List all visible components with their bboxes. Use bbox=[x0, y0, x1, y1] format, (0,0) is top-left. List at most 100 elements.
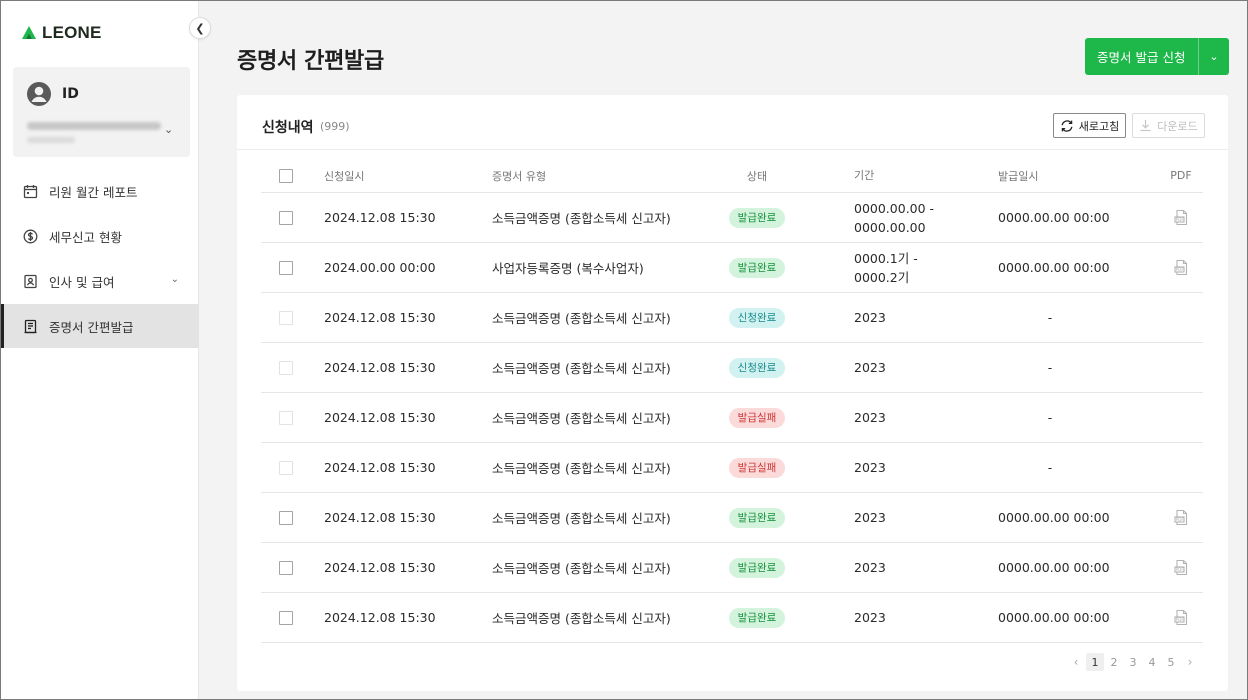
pdf-download-icon[interactable]: PDF bbox=[1173, 509, 1190, 526]
row-checkbox[interactable] bbox=[279, 560, 293, 575]
issued-date: - bbox=[1047, 460, 1053, 475]
download-icon bbox=[1140, 120, 1151, 132]
table-row[interactable]: 2024.12.08 15:30 소득금액증명 (종합소득세 신고자) 발급완료 20… bbox=[261, 593, 1203, 643]
table-row[interactable]: 2024.12.08 15:30 소득금액증명 (종합소득세 신고자) 신청완료 20… bbox=[261, 343, 1203, 393]
svg-text:PDF: PDF bbox=[1175, 267, 1184, 272]
period-cell: 2023 bbox=[854, 293, 886, 342]
row-checkbox[interactable] bbox=[279, 510, 293, 525]
sidebar-item-hr-payroll[interactable]: 인사 및 급여 ⌄ bbox=[1, 259, 199, 303]
period-text: 2023 bbox=[854, 560, 886, 575]
certificate-type: 사업자등록증명 (복수사업자) bbox=[492, 261, 644, 276]
brand-name: LEONE bbox=[42, 23, 102, 42]
refresh-icon bbox=[1061, 119, 1073, 132]
certificate-type: 소득금액증명 (종합소득세 신고자) bbox=[492, 311, 671, 326]
page-4[interactable]: 4 bbox=[1148, 655, 1156, 669]
status-badge: 신청완료 bbox=[728, 307, 786, 328]
pdf-download-icon[interactable]: PDF bbox=[1173, 559, 1190, 576]
chevron-down-icon[interactable]: ⌄ bbox=[1209, 50, 1219, 63]
sidebar-item-label: 증명서 간편발급 bbox=[49, 319, 134, 335]
page-3[interactable]: 3 bbox=[1129, 655, 1137, 669]
pagination: ‹ 1 2 3 4 5 › bbox=[1067, 653, 1199, 671]
page-2[interactable]: 2 bbox=[1110, 655, 1118, 669]
header-type: 증명서 유형 bbox=[492, 169, 547, 183]
user-info-redacted bbox=[27, 122, 161, 130]
sidebar-collapse-button[interactable]: ❮ bbox=[189, 17, 211, 39]
apply-certificate-button[interactable]: 증명서 발급 신청 ⌄ bbox=[1085, 38, 1229, 75]
page-5[interactable]: 5 bbox=[1167, 655, 1175, 669]
request-date: 2024.12.08 15:30 bbox=[324, 460, 436, 475]
period-text: 2023 bbox=[854, 360, 886, 375]
history-table: 신청일시 증명서 유형 상태 기간 발급일시 PDF 2024.12.08 15… bbox=[261, 159, 1203, 643]
user-avatar-icon bbox=[27, 82, 51, 106]
issued-date: 0000.00.00 00:00 bbox=[998, 510, 1110, 525]
period-start: 0000.1기 - bbox=[854, 250, 918, 266]
issued-date: 0000.00.00 00:00 bbox=[998, 260, 1110, 275]
table-row[interactable]: 2024.12.08 15:30 소득금액증명 (종합소득세 신고자) 발급실패 20… bbox=[261, 443, 1203, 493]
table-row[interactable]: 2024.12.08 15:30 소득금액증명 (종합소득세 신고자) 발급완료 00… bbox=[261, 193, 1203, 243]
period-cell: 2023 bbox=[854, 493, 886, 542]
period-cell: 2023 bbox=[854, 543, 886, 592]
issued-date: 0000.00.00 00:00 bbox=[998, 560, 1110, 575]
sidebar-item-certificate[interactable]: 증명서 간편발급 bbox=[1, 304, 199, 348]
table-body: 2024.12.08 15:30 소득금액증명 (종합소득세 신고자) 발급완료 00… bbox=[261, 193, 1203, 643]
leone-logo-icon bbox=[22, 26, 36, 39]
certificate-type: 소득금액증명 (종합소득세 신고자) bbox=[492, 411, 671, 426]
table-row[interactable]: 2024.00.00 00:00 사업자등록증명 (복수사업자) 발급완료 0000.… bbox=[261, 243, 1203, 293]
period-cell: 0000.1기 - 0000.2기 bbox=[854, 243, 918, 292]
next-page-icon[interactable]: › bbox=[1187, 655, 1193, 669]
period-cell: 2023 bbox=[854, 343, 886, 392]
pdf-download-icon[interactable]: PDF bbox=[1173, 259, 1190, 276]
pdf-download-icon[interactable]: PDF bbox=[1173, 209, 1190, 226]
pdf-download-icon[interactable]: PDF bbox=[1173, 609, 1190, 626]
chevron-down-icon[interactable]: ⌄ bbox=[164, 123, 174, 136]
table-row[interactable]: 2024.12.08 15:30 소득금액증명 (종합소득세 신고자) 발급완료 20… bbox=[261, 543, 1203, 593]
period-start: 0000.00.00 - bbox=[854, 200, 935, 216]
header-status: 상태 bbox=[746, 169, 768, 183]
button-divider bbox=[1198, 38, 1199, 75]
request-date: 2024.12.08 15:30 bbox=[324, 510, 436, 525]
card-title: 신청내역 bbox=[262, 120, 314, 136]
table-row[interactable]: 2024.12.08 15:30 소득금액증명 (종합소득세 신고자) 발급완료 20… bbox=[261, 493, 1203, 543]
page-1[interactable]: 1 bbox=[1086, 653, 1104, 671]
period-text: 2023 bbox=[854, 310, 886, 325]
period-text: 2023 bbox=[854, 510, 886, 525]
period-text: 2023 bbox=[854, 610, 886, 625]
card-header: 신청내역 (999) 새로고침 다운로드 bbox=[237, 95, 1228, 150]
row-checkbox[interactable] bbox=[279, 610, 293, 625]
period-text: 2023 bbox=[854, 410, 886, 425]
download-button[interactable]: 다운로드 bbox=[1132, 113, 1205, 138]
certificate-type: 소득금액증명 (종합소득세 신고자) bbox=[492, 361, 671, 376]
select-all-checkbox[interactable] bbox=[279, 168, 293, 183]
sidebar: LEONE ID ⌄ 리원 월간 레포트 bbox=[1, 1, 199, 699]
period-cell: 2023 bbox=[854, 393, 886, 442]
chevron-left-icon: ❮ bbox=[195, 21, 205, 35]
request-date: 2024.12.08 15:30 bbox=[324, 210, 436, 225]
history-card: 신청내역 (999) 새로고침 다운로드 신청일시 bbox=[237, 95, 1228, 691]
prev-page-icon[interactable]: ‹ bbox=[1073, 655, 1079, 669]
issued-date: - bbox=[1047, 360, 1053, 375]
refresh-button[interactable]: 새로고침 bbox=[1053, 113, 1126, 138]
svg-text:PDF: PDF bbox=[1175, 567, 1184, 572]
table-row[interactable]: 2024.12.08 15:30 소득금액증명 (종합소득세 신고자) 신청완료 20… bbox=[261, 293, 1203, 343]
header-issued: 발급일시 bbox=[998, 169, 1039, 183]
certificate-type: 소득금액증명 (종합소득세 신고자) bbox=[492, 511, 671, 526]
table-header: 신청일시 증명서 유형 상태 기간 발급일시 PDF bbox=[261, 159, 1203, 193]
sidebar-item-label: 인사 및 급여 bbox=[49, 274, 115, 290]
request-date: 2024.12.08 15:30 bbox=[324, 310, 436, 325]
user-card[interactable]: ID ⌄ bbox=[13, 67, 190, 157]
certificate-type: 소득금액증명 (종합소득세 신고자) bbox=[492, 461, 671, 476]
certificate-type: 소득금액증명 (종합소득세 신고자) bbox=[492, 561, 671, 576]
document-icon bbox=[24, 319, 37, 333]
logo[interactable]: LEONE bbox=[21, 23, 102, 43]
id-card-icon bbox=[24, 274, 37, 288]
issued-date: 0000.00.00 00:00 bbox=[998, 610, 1110, 625]
row-checkbox[interactable] bbox=[279, 260, 293, 275]
request-date: 2024.12.08 15:30 bbox=[324, 610, 436, 625]
certificate-type: 소득금액증명 (종합소득세 신고자) bbox=[492, 211, 671, 226]
table-row[interactable]: 2024.12.08 15:30 소득금액증명 (종합소득세 신고자) 발급실패 20… bbox=[261, 393, 1203, 443]
sidebar-item-tax-report[interactable]: 세무신고 현황 bbox=[1, 214, 199, 258]
sidebar-item-monthly-report[interactable]: 리원 월간 레포트 bbox=[1, 169, 199, 213]
row-checkbox[interactable] bbox=[279, 210, 293, 225]
period-cell: 0000.00.00 - 0000.00.00 bbox=[854, 193, 934, 242]
user-id-label: ID bbox=[62, 86, 79, 102]
